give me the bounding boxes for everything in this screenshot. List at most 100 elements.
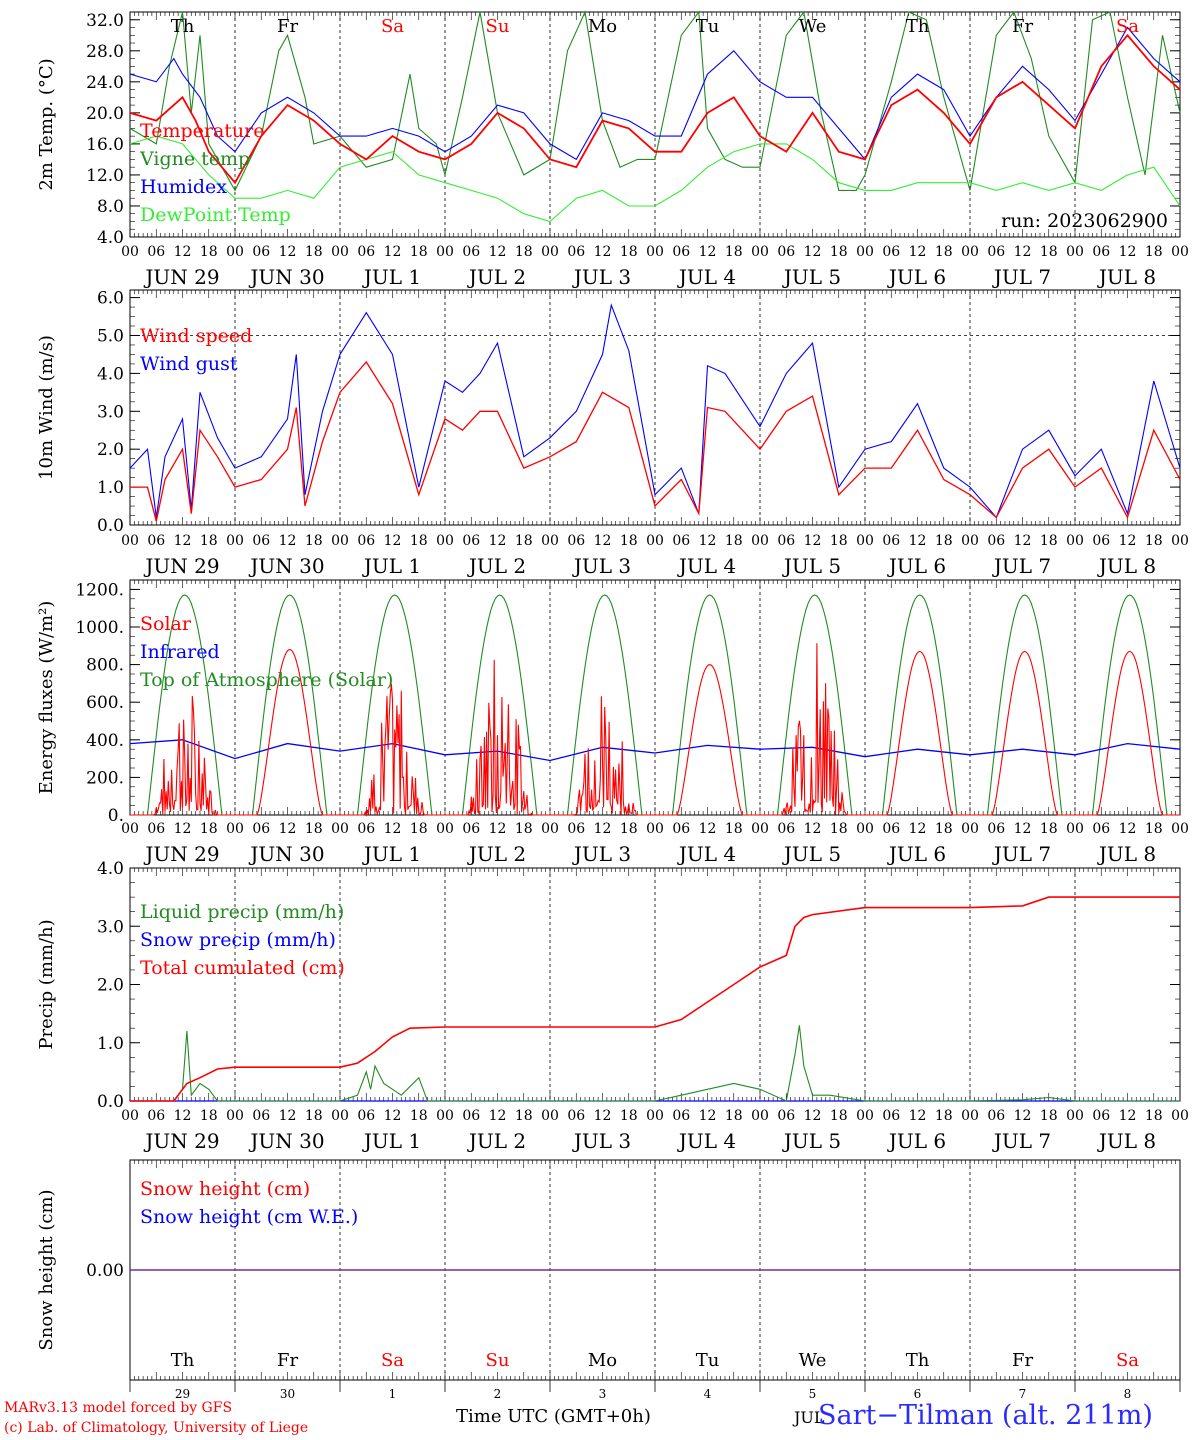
legend-entry: Snow height (cm) — [140, 1178, 310, 1200]
hour-label: 00 — [1066, 533, 1084, 549]
y-tick-label: 12.0 — [86, 166, 124, 186]
hour-label: 00 — [1171, 821, 1189, 837]
day-number-label: 3 — [599, 1387, 607, 1401]
y-axis-title: Energy fluxes (W/m²) — [36, 601, 57, 795]
weekday-label: Fr — [1012, 16, 1033, 37]
hour-label: 06 — [987, 244, 1005, 260]
hour-label: 12 — [699, 1108, 717, 1124]
date-label: JUN 29 — [143, 842, 219, 866]
model-credit: MARv3.13 model forced by GFS — [4, 1400, 233, 1416]
weekday-label: Sa — [1116, 16, 1139, 37]
y-tick-label: 0.0 — [97, 516, 124, 536]
panel-5: 0.00 Snow height (cm) Th 29 Fr 30 Sa 1 Su 2 Mo 3 Tu 4… — [36, 1159, 1181, 1401]
hour-label: 06 — [147, 1108, 165, 1124]
hour-label: 06 — [672, 821, 690, 837]
hour-label: 12 — [1014, 244, 1032, 260]
hour-label: 00 — [436, 244, 454, 260]
y-tick-label: 32.0 — [86, 11, 124, 31]
hour-label: 06 — [567, 1108, 585, 1124]
hour-label: 18 — [410, 1108, 428, 1124]
date-label: JUL 7 — [992, 842, 1051, 866]
hour-label: 00 — [331, 533, 349, 549]
day-number-label: 6 — [914, 1387, 922, 1401]
hour-label: 18 — [200, 533, 218, 549]
hour-label: 06 — [567, 244, 585, 260]
hour-label: 00 — [331, 821, 349, 837]
date-label: JUL 6 — [887, 265, 946, 289]
date-label: JUL 4 — [677, 265, 736, 289]
hour-label: 06 — [1092, 533, 1110, 549]
weekday-label: Th — [171, 1350, 195, 1371]
hour-label: 00 — [856, 821, 874, 837]
hour-label: 06 — [252, 244, 270, 260]
hour-label: 18 — [305, 821, 323, 837]
weekday-label: Sa — [381, 1350, 404, 1371]
hour-label: 06 — [882, 821, 900, 837]
hour-label: 00 — [961, 244, 979, 260]
hour-label: 00 — [1171, 533, 1189, 549]
day-number-label: 2 — [494, 1387, 502, 1401]
hour-label: 12 — [489, 533, 507, 549]
date-label: JUL 3 — [572, 1129, 631, 1153]
series-liquid-precip — [130, 1025, 1180, 1102]
weekday-label: Fr — [277, 1350, 298, 1371]
date-label: JUL 1 — [362, 842, 421, 866]
date-label: JUL 2 — [467, 265, 526, 289]
series-wind-gust — [129, 303, 1181, 519]
hour-label: 12 — [279, 533, 297, 549]
y-tick-label: 200. — [86, 768, 124, 788]
x-axis-title: Time UTC (GMT+0h) — [456, 1406, 651, 1427]
y-tick-label: 5.0 — [97, 326, 124, 346]
hour-label: 18 — [830, 244, 848, 260]
date-label: JUL 7 — [992, 554, 1051, 578]
hour-label: 12 — [909, 821, 927, 837]
hour-label: 06 — [882, 533, 900, 549]
hour-label: 00 — [226, 1108, 244, 1124]
legend-entry: Wind speed — [140, 325, 252, 347]
hour-label: 06 — [252, 1108, 270, 1124]
hour-label: 12 — [384, 533, 402, 549]
y-tick-label: 800. — [86, 656, 124, 676]
hour-label: 00 — [1171, 1108, 1189, 1124]
hour-label: 00 — [226, 244, 244, 260]
weekday-label: Tu — [696, 16, 720, 37]
weekday-label: Su — [486, 16, 510, 37]
hour-label: 00 — [1066, 821, 1084, 837]
hour-label: 06 — [567, 533, 585, 549]
hour-label: 06 — [357, 821, 375, 837]
hour-label: 18 — [305, 1108, 323, 1124]
hour-label: 00 — [646, 244, 664, 260]
hour-label: 18 — [830, 533, 848, 549]
hour-label: 18 — [410, 821, 428, 837]
weekday-label: Sa — [381, 16, 404, 37]
date-label: JUL 4 — [677, 1129, 736, 1153]
y-tick-label: 28.0 — [86, 42, 124, 62]
hour-label: 18 — [1040, 821, 1058, 837]
hour-label: 06 — [147, 533, 165, 549]
hour-label: 06 — [777, 1108, 795, 1124]
date-label: JUN 29 — [143, 1129, 219, 1153]
lab-credit: (c) Lab. of Climatology, University of L… — [4, 1420, 309, 1436]
weekday-label: Tu — [696, 1350, 720, 1371]
hour-label: 18 — [410, 244, 428, 260]
hour-label: 06 — [987, 821, 1005, 837]
y-tick-label: 4.0 — [97, 228, 124, 248]
y-axis-title: Snow height (cm) — [36, 1189, 57, 1350]
hour-label: 12 — [804, 533, 822, 549]
date-label: JUL 3 — [572, 842, 631, 866]
hour-label: 12 — [279, 244, 297, 260]
hour-label: 00 — [1066, 1108, 1084, 1124]
hour-label: 12 — [174, 533, 192, 549]
hour-label: 00 — [331, 1108, 349, 1124]
hour-label: 12 — [699, 533, 717, 549]
hour-label: 06 — [567, 821, 585, 837]
hour-label: 06 — [987, 1108, 1005, 1124]
hour-label: 06 — [882, 1108, 900, 1124]
series-dewpoint-temp — [129, 135, 1181, 223]
hour-label: 12 — [1119, 533, 1137, 549]
hour-label: 00 — [646, 1108, 664, 1124]
legend-entry: Total cumulated (cm) — [140, 957, 345, 979]
y-tick-label: 3.0 — [97, 402, 124, 422]
hour-label: 12 — [699, 821, 717, 837]
hour-label: 00 — [961, 533, 979, 549]
